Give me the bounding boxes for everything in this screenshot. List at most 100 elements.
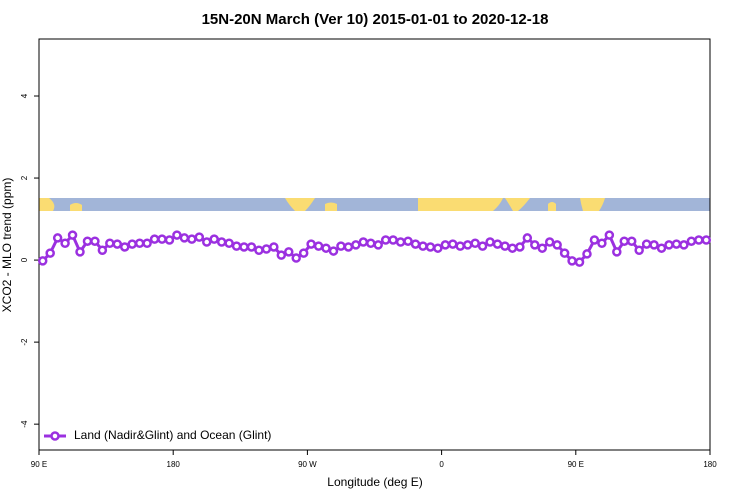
- data-point: [224, 238, 234, 249]
- data-point: [149, 234, 160, 244]
- y-axis-label: XCO2 - MLO trend (ppm): [0, 178, 14, 313]
- data-point: [455, 241, 465, 251]
- ocean-band: [39, 198, 710, 211]
- plot-frame: [38, 38, 711, 451]
- land: [325, 202, 337, 211]
- data-point: [433, 243, 443, 253]
- data-point: [395, 237, 406, 247]
- land: [548, 202, 556, 211]
- land: [39, 198, 55, 211]
- y-tick-label: -2: [20, 338, 29, 346]
- data-point: [134, 238, 145, 249]
- data-point: [194, 232, 205, 242]
- x-tick-label: 90 E: [31, 460, 47, 469]
- data-point: [701, 235, 712, 245]
- data-point: [552, 240, 562, 250]
- data-point: [298, 248, 309, 258]
- data-point: [261, 244, 272, 254]
- land: [505, 198, 530, 211]
- data-point: [52, 233, 63, 243]
- data-point: [187, 234, 197, 244]
- chart-title: 15N-20N March (Ver 10) 2015-01-01 to 202…: [202, 11, 549, 28]
- data-point: [530, 240, 540, 250]
- data-point: [597, 238, 607, 249]
- data-point: [328, 246, 339, 256]
- data-point: [306, 239, 316, 249]
- data-point: [75, 247, 85, 257]
- map-band: [39, 198, 710, 211]
- x-tick-label: 180: [167, 460, 181, 469]
- data-point: [671, 239, 682, 249]
- data-point: [500, 241, 510, 251]
- data-point: [351, 240, 361, 250]
- data-point: [589, 235, 600, 245]
- data-point: [202, 237, 212, 247]
- data-point: [537, 243, 547, 253]
- data-point: [462, 240, 473, 250]
- x-axis-label: Longitude (deg E): [327, 475, 422, 489]
- data-point: [67, 230, 78, 240]
- land: [418, 198, 503, 211]
- data-point: [559, 248, 570, 258]
- data-point: [679, 240, 689, 250]
- data-point: [358, 237, 369, 247]
- data-point: [418, 241, 428, 251]
- data-point: [37, 256, 48, 266]
- data-point: [246, 242, 257, 252]
- data-point: [336, 241, 346, 251]
- data-point: [209, 234, 219, 244]
- data-point: [82, 236, 93, 246]
- data-point: [276, 250, 287, 260]
- data-point: [269, 242, 279, 252]
- y-tick-label: 4: [20, 93, 29, 98]
- data-point: [477, 241, 488, 251]
- data-point: [216, 237, 227, 247]
- data-point: [641, 239, 652, 249]
- data-point: [321, 243, 331, 253]
- data-point: [388, 235, 398, 245]
- series-line: [41, 232, 707, 264]
- data-point: [380, 235, 391, 245]
- data-point: [604, 230, 615, 240]
- y-tick-label: -4: [20, 420, 29, 428]
- data-point: [403, 236, 413, 246]
- data-point: [172, 230, 182, 240]
- data-point: [522, 233, 533, 243]
- data-point: [142, 238, 152, 249]
- data-point: [485, 237, 495, 247]
- data-point: [664, 240, 674, 250]
- data-point: [544, 237, 555, 247]
- data-point: [366, 238, 376, 249]
- data-point: [612, 247, 622, 257]
- data-point: [634, 245, 644, 255]
- data-point: [507, 243, 518, 253]
- data-point: [119, 242, 130, 252]
- data-point: [343, 242, 354, 252]
- y-tick-label: 0: [20, 257, 29, 262]
- data-point: [410, 239, 421, 249]
- data-point: [254, 245, 264, 255]
- data-point: [470, 238, 480, 249]
- data-point: [694, 235, 704, 245]
- data-point: [291, 253, 301, 263]
- data-point: [448, 239, 458, 249]
- x-tick-label: 180: [703, 460, 717, 469]
- data-point: [90, 236, 100, 246]
- data-point: [492, 239, 503, 249]
- data-point: [626, 236, 637, 246]
- data-point: [313, 241, 324, 251]
- data-point: [440, 240, 451, 250]
- data-point: [231, 241, 242, 251]
- x-tick-label: 0: [439, 460, 444, 469]
- legend-label: Land (Nadir&Glint) and Ocean (Glint): [74, 428, 271, 442]
- y-tick-label: 2: [20, 175, 29, 180]
- data-point: [179, 233, 190, 243]
- data-point: [105, 238, 115, 249]
- land: [285, 198, 315, 211]
- data-point: [619, 236, 630, 246]
- land: [580, 198, 605, 211]
- data-point: [127, 239, 137, 249]
- data-point: [567, 256, 577, 266]
- x-tick-label: 90 E: [568, 460, 584, 469]
